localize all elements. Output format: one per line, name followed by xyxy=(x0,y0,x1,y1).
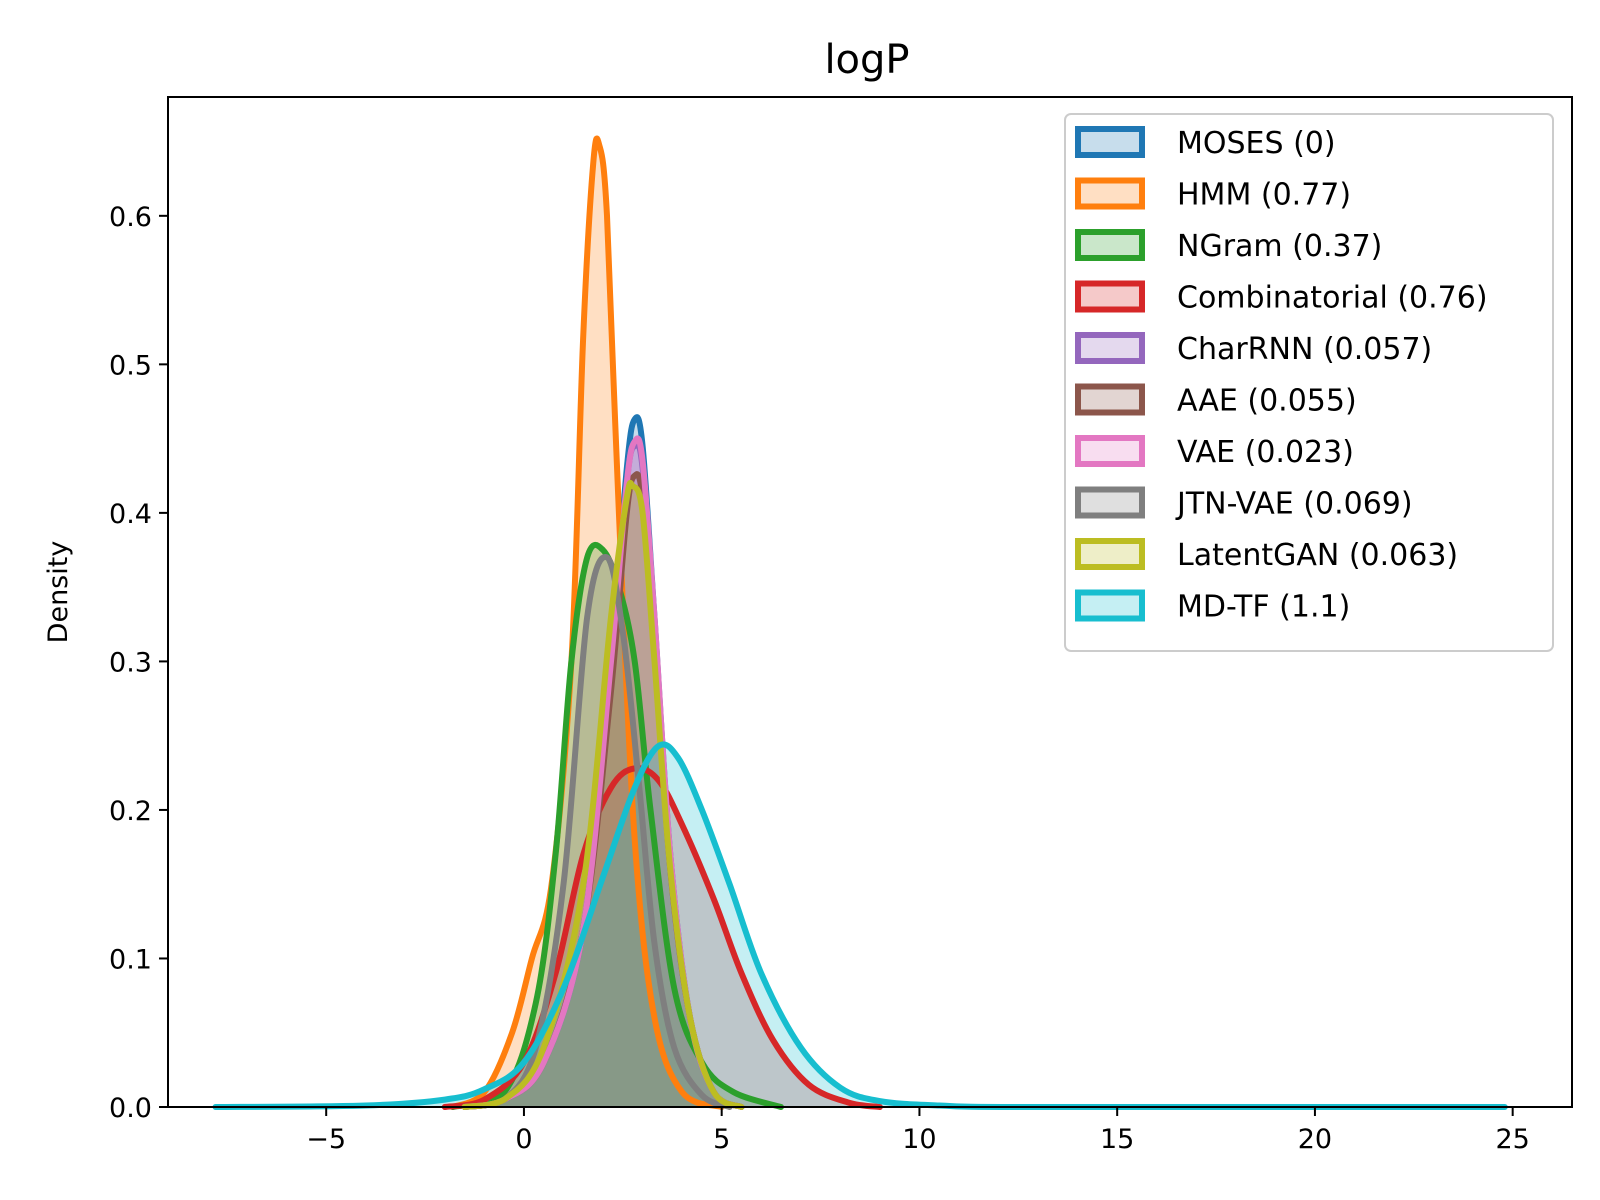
legend-swatch-0 xyxy=(1075,126,1145,158)
x-tick-label-0: −5 xyxy=(306,1124,346,1155)
series-area-2 xyxy=(452,544,781,1107)
legend-label-6: VAE (0.023) xyxy=(1177,435,1354,470)
legend-label-3: Combinatorial (0.76) xyxy=(1177,281,1488,316)
legend-swatch-7 xyxy=(1075,486,1145,519)
y-tick-label-2: 0.2 xyxy=(109,796,152,827)
legend-swatch-5 xyxy=(1075,383,1145,416)
legend-label-9: MD-TF (1.1) xyxy=(1177,590,1350,625)
legend-label-5: AAE (0.055) xyxy=(1177,384,1357,419)
legend-swatch-9 xyxy=(1075,589,1145,622)
y-tick-label-5: 0.5 xyxy=(109,350,152,381)
y-tick-label-1: 0.1 xyxy=(109,944,152,975)
legend-label-8: LatentGAN (0.063) xyxy=(1177,538,1458,573)
x-tick-label-5: 20 xyxy=(1298,1124,1332,1155)
x-axis: −5 0 5 10 15 20 25 xyxy=(306,1107,1530,1155)
legend-swatch-3 xyxy=(1075,280,1145,313)
legend-swatch-1 xyxy=(1075,177,1145,210)
legend-label-1: HMM (0.77) xyxy=(1177,178,1351,213)
x-tick-label-3: 10 xyxy=(902,1124,936,1155)
legend-box xyxy=(1064,113,1554,652)
y-tick-label-0: 0.0 xyxy=(109,1093,152,1124)
y-tick-label-3: 0.3 xyxy=(109,647,152,678)
x-tick-label-6: 25 xyxy=(1495,1124,1529,1155)
legend-label-7: JTN-VAE (0.069) xyxy=(1175,487,1413,522)
plot-frame xyxy=(167,96,1573,1108)
legend: MOSES (0) HMM (0.77) NGram (0.37) Combinato… xyxy=(1064,113,1554,652)
series-line-1 xyxy=(449,135,725,1110)
y-axis: 0.0 0.1 0.2 0.3 0.4 0.5 0.6 xyxy=(109,202,168,1124)
legend-label-0: MOSES (0) xyxy=(1177,126,1336,161)
legend-swatch-8 xyxy=(1075,538,1145,570)
legend-swatch-4 xyxy=(1075,332,1145,364)
series-lines xyxy=(212,135,1508,1111)
y-axis-label: Density xyxy=(43,541,74,644)
x-tick-label-2: 5 xyxy=(713,1124,730,1155)
x-tick-label-4: 15 xyxy=(1100,1124,1134,1155)
y-tick-label-4: 0.4 xyxy=(109,499,152,530)
x-tick-label-1: 0 xyxy=(515,1124,532,1155)
legend-swatch-2 xyxy=(1075,229,1145,261)
chart-title: logP xyxy=(824,37,909,83)
series-area-9 xyxy=(215,744,1505,1107)
legend-label-2: NGram (0.37) xyxy=(1177,229,1382,264)
legend-label-4: CharRNN (0.057) xyxy=(1177,332,1432,367)
series-line-9 xyxy=(212,741,1508,1111)
legend-swatch-6 xyxy=(1075,435,1145,467)
y-tick-label-6: 0.6 xyxy=(109,202,152,233)
